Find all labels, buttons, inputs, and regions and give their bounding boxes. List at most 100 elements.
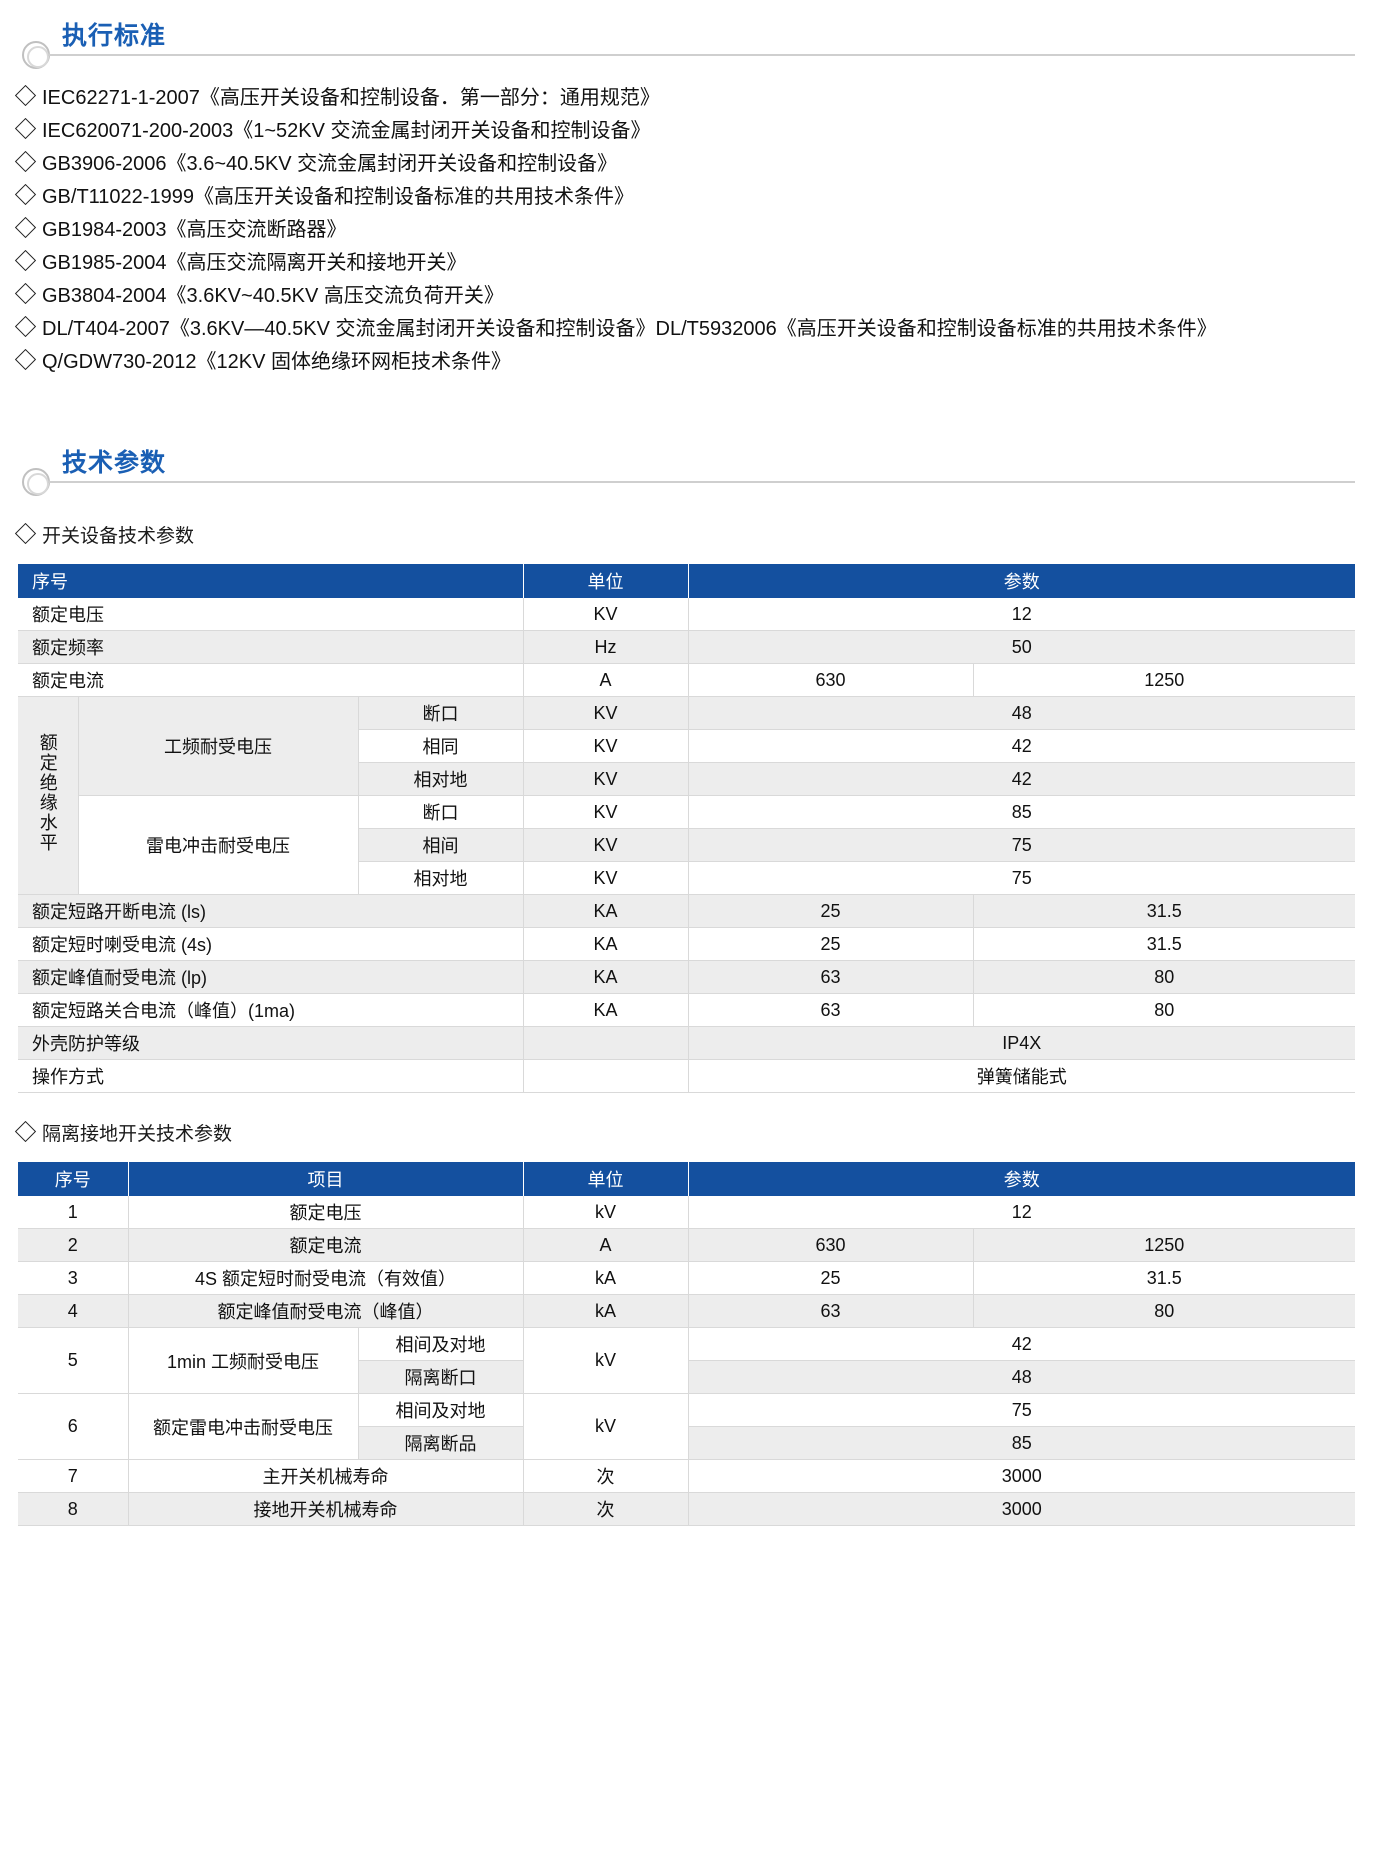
group5-item-name: 隔离断口 (358, 1360, 524, 1394)
list-item: IEC620071-200-2003《1~52KV 交流金属封闭开关设备和控制设… (14, 115, 1355, 148)
table-isolation-switch-params-wrapper: 序号 项目 单位 参数 1 额定电压 kV 12 2 额定电流 A 630 12… (18, 1162, 1355, 1526)
insulation-item-value: 48 (688, 696, 1355, 730)
section-title-standards: 执行标准 (62, 22, 167, 50)
insulation-sub2-label: 雷电冲击耐受电压 (78, 795, 359, 895)
diamond-bullet-icon (14, 348, 37, 371)
row-unit: kA (523, 1294, 689, 1328)
row-unit: KA (523, 927, 689, 961)
table-row-insulation: 相同 KV 42 (18, 729, 1355, 763)
row-no: 2 (18, 1228, 129, 1262)
row-name: 额定短时喇受电流 (4s) (18, 927, 524, 961)
group5-no: 5 (18, 1327, 129, 1394)
row-name: 额定峰值耐受电流（峰值） (128, 1294, 524, 1328)
subsection-title-table1: 开关设备技术参数 (14, 521, 1355, 548)
insulation-item-name: 相同 (358, 729, 524, 763)
table-row: 额定短路关合电流（峰值）(1ma) KA 63 80 (18, 993, 1355, 1027)
row-value-1: 25 (688, 894, 974, 928)
insulation-item-name: 相对地 (358, 762, 524, 796)
insulation-item-unit: KV (523, 795, 689, 829)
row-value-2: 31.5 (973, 894, 1355, 928)
row-value-1: 63 (688, 1294, 974, 1328)
diamond-bullet-icon (14, 282, 37, 305)
row-value: 3000 (688, 1492, 1355, 1526)
table-row-insulation: 相间 KV 75 (18, 828, 1355, 862)
table-row: 额定短时喇受电流 (4s) KA 25 31.5 (18, 927, 1355, 961)
table-header-row: 序号 单位 参数 (18, 564, 1355, 598)
row-unit: kA (523, 1261, 689, 1295)
standard-text: GB/T11022-1999《高压开关设备和控制设备标准的共用技术条件》 (42, 186, 634, 208)
header-param: 参数 (688, 1162, 1355, 1196)
standards-list: IEC62271-1-2007《高压开关设备和控制设备．第一部分：通用规范》 I… (14, 82, 1355, 379)
insulation-item-unit: KV (523, 828, 689, 862)
standard-text: IEC62271-1-2007《高压开关设备和控制设备．第一部分：通用规范》 (42, 87, 660, 109)
table-row: 额定短路开断电流 (ls) KA 25 31.5 (18, 894, 1355, 928)
insulation-item-value: 75 (688, 828, 1355, 862)
subsection-title-table2: 隔离接地开关技术参数 (14, 1119, 1355, 1146)
table-row: 2 额定电流 A 630 1250 (18, 1228, 1355, 1262)
row-value: 12 (688, 1196, 1355, 1229)
row-name: 4S 额定短时耐受电流（有效值） (128, 1261, 524, 1295)
table-row: 操作方式 弹簧储能式 (18, 1059, 1355, 1093)
row-value-1: 25 (688, 1261, 974, 1295)
row-value-2: 31.5 (973, 1261, 1355, 1295)
row-unit: A (523, 1228, 689, 1262)
group5-item-value: 48 (688, 1360, 1355, 1394)
insulation-item-value: 42 (688, 729, 1355, 763)
header-no: 序号 (18, 564, 524, 598)
ring-decoration-icon (22, 468, 50, 496)
table-row-insulation: 相对地 KV 75 (18, 861, 1355, 895)
table-row-group5: 隔离断口 48 (18, 1360, 1355, 1394)
standard-text: GB1984-2003《高压交流断路器》 (42, 219, 347, 241)
group6-item-name: 隔离断品 (358, 1426, 524, 1460)
table-isolation-switch-params: 序号 项目 单位 参数 1 额定电压 kV 12 2 额定电流 A 630 12… (18, 1162, 1355, 1526)
group5-item-name: 相间及对地 (358, 1327, 524, 1361)
document-page: 执行标准 IEC62271-1-2007《高压开关设备和控制设备．第一部分：通用… (0, 12, 1373, 1526)
insulation-item-unit: KV (523, 696, 689, 730)
row-no: 7 (18, 1459, 129, 1493)
standard-text: IEC620071-200-2003《1~52KV 交流金属封闭开关设备和控制设… (42, 120, 651, 142)
row-value: IP4X (688, 1026, 1355, 1060)
header-unit: 单位 (523, 1162, 689, 1196)
table-switchgear-params-wrapper: 序号 单位 参数 额定电压 KV 12 额定频率 Hz 50 额定电流 A 63… (18, 564, 1355, 1093)
diamond-bullet-icon (14, 150, 37, 173)
row-name: 额定频率 (18, 630, 524, 664)
row-value: 12 (688, 598, 1355, 631)
spacer (18, 379, 1355, 427)
table-row-insulation: 额定绝缘水平 工频耐受电压 断口 KV 48 (18, 696, 1355, 895)
insulation-item-value: 75 (688, 861, 1355, 895)
insulation-item-name: 断口 (358, 795, 524, 829)
row-no: 4 (18, 1294, 129, 1328)
insulation-item-name: 相对地 (358, 861, 524, 895)
section-header-standards: 执行标准 (18, 12, 1355, 69)
standard-text: DL/T404-2007《3.6KV—40.5KV 交流金属封闭开关设备和控制设… (42, 318, 1217, 340)
group6-label: 额定雷电冲击耐受电压 (128, 1393, 359, 1460)
diamond-bullet-icon (14, 84, 37, 107)
ring-decoration-icon (22, 41, 50, 69)
list-item: GB/T11022-1999《高压开关设备和控制设备标准的共用技术条件》 (14, 181, 1355, 214)
row-name: 额定短路开断电流 (ls) (18, 894, 524, 928)
group5-item-value: 42 (688, 1327, 1355, 1361)
row-unit: KA (523, 960, 689, 994)
table-header-row: 序号 项目 单位 参数 (18, 1162, 1355, 1196)
group6-unit: kV (523, 1393, 689, 1460)
row-value: 弹簧储能式 (688, 1059, 1355, 1093)
standard-text: GB1985-2004《高压交流隔离开关和接地开关》 (42, 252, 467, 274)
row-value-1: 63 (688, 960, 974, 994)
table-row: 额定峰值耐受电流 (lp) KA 63 80 (18, 960, 1355, 994)
row-value-2: 31.5 (973, 927, 1355, 961)
insulation-item-unit: KV (523, 762, 689, 796)
row-unit: 次 (523, 1459, 689, 1493)
list-item: GB3804-2004《3.6KV~40.5KV 高压交流负荷开关》 (14, 280, 1355, 313)
table-row: 3 4S 额定短时耐受电流（有效值） kA 25 31.5 (18, 1261, 1355, 1295)
row-unit: KV (523, 598, 689, 631)
diamond-bullet-icon (14, 117, 37, 140)
list-item: DL/T404-2007《3.6KV—40.5KV 交流金属封闭开关设备和控制设… (14, 313, 1355, 346)
table-row-group6: 6 额定雷电冲击耐受电压 相间及对地 kV 75 (18, 1393, 1355, 1460)
insulation-sub1-label: 工频耐受电压 (78, 696, 359, 796)
row-value-1: 63 (688, 993, 974, 1027)
table-row: 外壳防护等级 IP4X (18, 1026, 1355, 1060)
diamond-bullet-icon (14, 216, 37, 239)
row-name: 额定电流 (18, 663, 524, 697)
row-value: 50 (688, 630, 1355, 664)
row-value-2: 80 (973, 1294, 1355, 1328)
